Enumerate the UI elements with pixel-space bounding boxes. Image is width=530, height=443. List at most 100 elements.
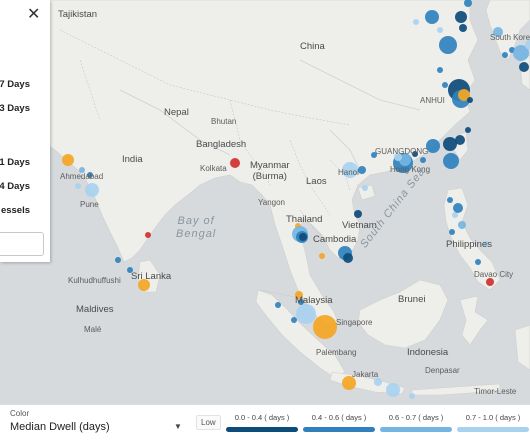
port-marker[interactable] [79,167,85,173]
panel-input-field[interactable] [0,232,44,256]
port-marker[interactable] [502,52,508,58]
port-marker[interactable] [386,383,400,397]
label-ahmedabad: Ahmedabad [60,172,104,181]
color-dropdown-value[interactable]: Median Dwell (days) [10,421,110,433]
label-laos: Laos [306,176,327,187]
close-icon[interactable]: ✕ [27,6,41,23]
port-marker[interactable] [87,172,93,178]
port-marker[interactable] [412,151,418,157]
port-marker[interactable] [413,19,419,25]
legend-bin: 0.4 - 0.6 ( days ) [303,413,375,432]
caret-down-icon[interactable]: ▼ [174,422,182,431]
land-philippines [443,187,501,291]
port-marker[interactable] [371,152,377,158]
port-marker[interactable] [343,253,353,263]
land-new-guinea [514,324,530,371]
legend-bin-swatch [457,427,529,432]
port-marker[interactable] [296,304,316,324]
port-marker[interactable] [459,24,467,32]
legend-bin-label: 0.4 - 0.6 ( days ) [311,413,367,422]
port-marker[interactable] [467,97,473,103]
port-marker[interactable] [455,135,465,145]
port-marker[interactable] [437,67,443,73]
port-marker[interactable] [464,0,472,7]
port-marker[interactable] [475,259,481,265]
stat-value: 3 Days [0,103,30,114]
port-marker[interactable] [486,278,494,286]
label-denpasar: Denpasar [425,366,460,375]
port-marker[interactable] [443,153,459,169]
port-marker-chittagong[interactable] [230,158,240,168]
port-marker[interactable] [425,10,439,24]
port-marker[interactable] [439,36,457,54]
port-marker[interactable] [115,257,121,263]
port-marker[interactable] [519,62,529,72]
port-marker[interactable] [145,232,151,238]
port-marker[interactable] [449,229,455,235]
label-tajikistan: Tajikistan [58,9,98,20]
port-marker[interactable] [75,183,81,189]
label-timor-leste: Timor-Leste [474,387,517,396]
low-label: Low [196,415,221,430]
port-marker-singapore[interactable] [313,315,337,339]
label-davao: Davao City [474,270,514,279]
port-marker[interactable] [465,127,471,133]
legend-bin-swatch [303,427,375,432]
port-marker[interactable] [275,302,281,308]
port-marker[interactable] [362,185,368,191]
color-dropdown-title: Color [10,409,30,418]
port-marker[interactable] [342,162,358,178]
label-palembang: Palembang [316,348,357,357]
port-marker[interactable] [443,137,457,151]
label-yangon: Yangon [258,198,285,207]
rivers [119,59,421,171]
port-marker[interactable] [453,203,463,213]
port-marker[interactable] [513,45,529,61]
port-marker[interactable] [442,82,448,88]
port-marker[interactable] [319,253,325,259]
port-marker[interactable] [455,11,467,23]
port-marker[interactable] [525,40,530,50]
port-marker[interactable] [298,299,304,305]
port-marker[interactable] [374,378,382,386]
port-marker[interactable] [452,212,458,218]
port-markers [62,0,530,399]
label-south-korea: South Korea [490,33,530,42]
port-marker[interactable] [299,233,307,241]
label-bhutan: Bhutan [211,117,237,126]
port-marker[interactable] [354,210,362,218]
port-marker[interactable] [85,183,99,197]
legend-bin: 0.0 - 0.4 ( days ) [226,413,298,432]
port-marker[interactable] [394,153,402,161]
label-kolkata: Kolkata [200,164,227,173]
port-marker[interactable] [426,139,440,153]
label-singapore: Singapore [336,318,373,327]
port-marker[interactable] [409,393,415,399]
port-marker[interactable] [458,221,466,229]
land-sulawesi [459,295,489,346]
port-marker[interactable] [493,27,503,37]
label-india: India [122,154,143,165]
label-bay-of-bengal: Bay of Bengal [176,215,217,240]
port-marker[interactable] [483,241,489,247]
port-marker[interactable] [447,197,453,203]
legend-bin: 0.6 - 0.7 ( days ) [380,413,452,432]
label-vietnam: Vietnam [342,220,377,231]
legend-bin-label: 0.7 - 1.0 ( days ) [465,413,521,422]
label-kulhudhuffushi: Kulhudhuffushi [68,276,121,285]
legend-bin-label: 0.6 - 0.7 ( days ) [388,413,444,422]
port-marker-ahmedabad[interactable] [62,154,74,166]
port-marker[interactable] [437,27,443,33]
label-maldives: Maldives [76,304,114,315]
port-marker[interactable] [458,89,470,101]
port-marker[interactable] [342,376,356,390]
port-marker[interactable] [358,166,366,174]
port-marker[interactable] [420,157,426,163]
port-marker[interactable] [127,267,133,273]
port-marker-colombo[interactable] [138,279,150,291]
stat-value: essels [0,205,30,216]
legend-bin-swatch [380,427,452,432]
port-marker[interactable] [291,317,297,323]
port-marker[interactable] [295,291,303,299]
